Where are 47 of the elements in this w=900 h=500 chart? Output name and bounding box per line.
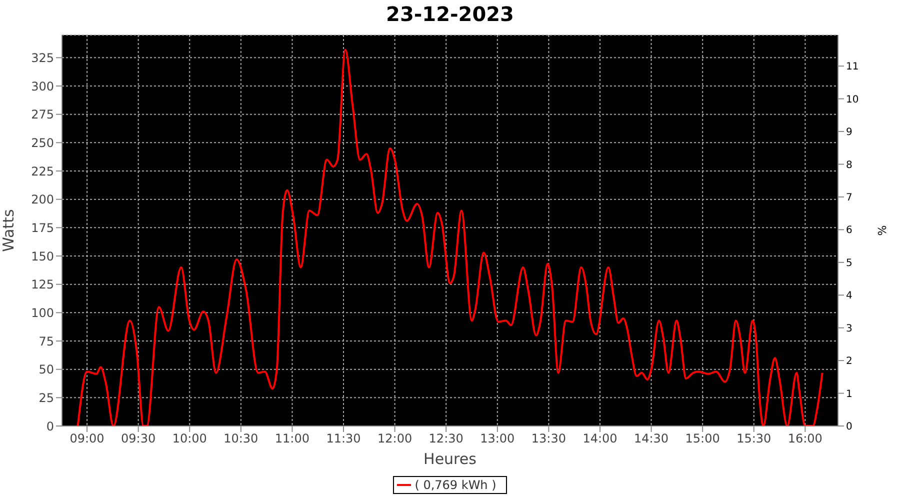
y-tick-label: 0 bbox=[46, 419, 54, 434]
y-tick-label: 325 bbox=[31, 50, 54, 65]
x-tick-label: 10:30 bbox=[224, 432, 258, 446]
legend-label: ( 0,769 kWh ) bbox=[414, 478, 496, 492]
x-tick-label: 15:00 bbox=[685, 432, 720, 446]
y2-tick-label: 11 bbox=[846, 62, 859, 73]
y-tick-label: 250 bbox=[31, 136, 54, 150]
y2-tick-label: 5 bbox=[846, 258, 852, 269]
y-tick-label: 75 bbox=[38, 334, 54, 348]
x-tick-label: 14:00 bbox=[582, 432, 618, 446]
x-tick-label: 09:30 bbox=[121, 432, 156, 446]
y2-tick-label: 4 bbox=[846, 290, 852, 302]
y-tick-label: 125 bbox=[31, 278, 54, 292]
y-tick-label: 25 bbox=[38, 390, 54, 405]
x-tick-label: 13:30 bbox=[531, 432, 566, 446]
x-tick-label: 11:30 bbox=[326, 432, 361, 446]
y-tick-label: 175 bbox=[31, 220, 54, 235]
chart-title: 23-12-2023 bbox=[385, 2, 515, 26]
y2-axis-title: % bbox=[875, 225, 888, 236]
y2-tick-label: 2 bbox=[846, 356, 852, 368]
x-tick-label: 15:30 bbox=[736, 432, 772, 446]
y2-tick-label: 7 bbox=[846, 192, 852, 204]
line-series bbox=[76, 48, 824, 426]
y-tick-label: 150 bbox=[31, 249, 54, 264]
x-tick-label: 12:00 bbox=[378, 432, 412, 446]
y2-tick-label: 10 bbox=[846, 94, 859, 106]
y2-tick-label: 6 bbox=[846, 225, 852, 236]
y-tick-label: 300 bbox=[31, 79, 54, 94]
y-tick-label: 275 bbox=[31, 108, 54, 122]
y2-tick-label: 3 bbox=[846, 323, 852, 334]
x-axis-title: Heures bbox=[424, 450, 477, 468]
y-tick-label: 50 bbox=[38, 362, 54, 377]
x-tick-label: 11:00 bbox=[274, 432, 310, 446]
x-tick-label: 16:00 bbox=[788, 432, 822, 446]
x-tick-label: 13:00 bbox=[480, 432, 515, 446]
x-tick-label: 14:30 bbox=[634, 432, 669, 446]
y-axis-title: Watts bbox=[0, 209, 18, 252]
y-tick-label: 225 bbox=[31, 164, 54, 178]
x-tick-label: 12:30 bbox=[428, 432, 464, 446]
y-tick-label: 200 bbox=[31, 192, 54, 207]
y2-tick-label: 0 bbox=[846, 422, 852, 433]
y2-tick-label: 1 bbox=[846, 388, 852, 400]
x-tick-label: 10:00 bbox=[172, 432, 207, 446]
y2-tick-label: 8 bbox=[846, 160, 852, 171]
y2-tick-label: 9 bbox=[846, 127, 852, 138]
y-tick-label: 100 bbox=[31, 306, 54, 320]
x-tick-label: 09:00 bbox=[70, 432, 104, 446]
